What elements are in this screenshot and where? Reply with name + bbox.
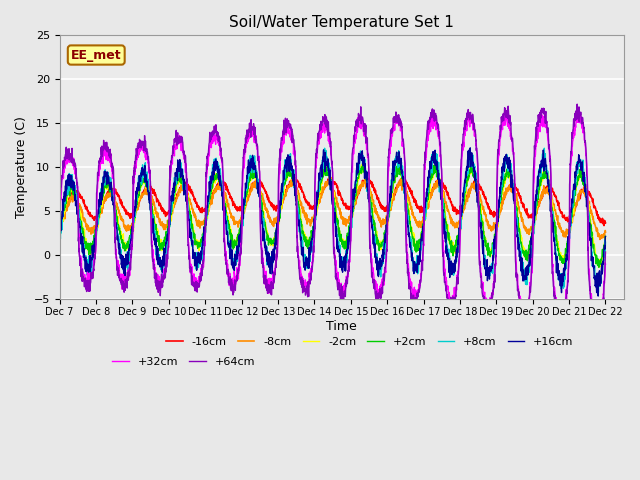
-16cm <box>492 212 499 217</box>
+8cm <box>602 240 609 245</box>
+8cm <box>348 204 356 210</box>
+16cm <box>467 145 474 151</box>
-16cm <box>602 220 609 226</box>
+32cm <box>360 130 368 135</box>
+64cm <box>568 130 576 136</box>
+16cm <box>360 160 368 166</box>
Line: -2cm: -2cm <box>60 163 605 267</box>
+8cm <box>491 245 499 251</box>
+32cm <box>56 241 63 247</box>
Line: +64cm: +64cm <box>60 104 605 334</box>
-8cm <box>569 216 577 221</box>
+16cm <box>56 229 63 235</box>
+2cm <box>208 184 216 190</box>
-8cm <box>326 176 333 181</box>
+8cm <box>540 145 548 151</box>
-16cm <box>208 197 216 203</box>
-8cm <box>349 212 356 217</box>
+32cm <box>602 261 609 267</box>
-2cm <box>348 216 356 221</box>
+2cm <box>595 264 603 270</box>
+64cm <box>491 264 499 270</box>
-16cm <box>326 174 334 180</box>
+64cm <box>348 151 356 157</box>
-8cm <box>554 213 561 219</box>
-8cm <box>208 201 216 207</box>
-2cm <box>554 240 561 245</box>
+32cm <box>593 320 601 326</box>
+64cm <box>56 235 63 241</box>
-8cm <box>360 179 368 185</box>
-2cm <box>569 207 577 213</box>
+8cm <box>569 205 577 211</box>
+32cm <box>569 138 577 144</box>
-8cm <box>492 221 499 227</box>
Line: +32cm: +32cm <box>60 113 605 323</box>
+2cm <box>360 165 368 171</box>
+32cm <box>208 135 216 141</box>
Line: -16cm: -16cm <box>60 177 605 226</box>
+8cm <box>208 170 216 176</box>
+8cm <box>360 164 368 169</box>
Title: Soil/Water Temperature Set 1: Soil/Water Temperature Set 1 <box>229 15 454 30</box>
-8cm <box>56 224 63 229</box>
-2cm <box>208 189 216 194</box>
+64cm <box>208 130 216 135</box>
+32cm <box>554 298 561 304</box>
-8cm <box>596 237 604 242</box>
-16cm <box>569 210 577 216</box>
+16cm <box>208 176 216 182</box>
+2cm <box>56 228 63 233</box>
-2cm <box>397 160 404 166</box>
Line: +8cm: +8cm <box>60 148 605 292</box>
+16cm <box>569 200 577 205</box>
-16cm <box>600 223 608 228</box>
Y-axis label: Temperature (C): Temperature (C) <box>15 116 28 218</box>
-8cm <box>602 229 609 235</box>
+2cm <box>359 157 367 163</box>
+16cm <box>492 246 499 252</box>
+64cm <box>554 310 561 316</box>
Line: +2cm: +2cm <box>60 160 605 267</box>
+16cm <box>554 266 561 272</box>
+8cm <box>595 289 602 295</box>
+16cm <box>595 293 602 299</box>
-2cm <box>360 163 368 169</box>
+64cm <box>602 249 609 255</box>
+2cm <box>569 205 577 211</box>
-2cm <box>56 233 63 239</box>
+32cm <box>491 262 499 268</box>
-16cm <box>360 178 368 183</box>
X-axis label: Time: Time <box>326 320 357 333</box>
+2cm <box>348 209 356 215</box>
+16cm <box>348 210 356 216</box>
+64cm <box>573 101 581 107</box>
+32cm <box>348 166 356 172</box>
-2cm <box>595 264 602 270</box>
-2cm <box>492 234 499 240</box>
+2cm <box>554 241 561 247</box>
+8cm <box>554 260 561 265</box>
+64cm <box>360 122 368 128</box>
Line: -8cm: -8cm <box>60 179 605 240</box>
Legend: +32cm, +64cm: +32cm, +64cm <box>108 352 260 372</box>
-2cm <box>602 235 609 240</box>
-16cm <box>56 214 63 220</box>
-16cm <box>554 198 561 204</box>
+2cm <box>492 231 499 237</box>
+16cm <box>602 234 609 240</box>
-16cm <box>349 204 356 209</box>
Line: +16cm: +16cm <box>60 148 605 296</box>
+2cm <box>602 233 609 239</box>
+64cm <box>592 331 600 336</box>
Text: EE_met: EE_met <box>71 48 122 61</box>
+32cm <box>501 110 509 116</box>
+8cm <box>56 242 63 248</box>
